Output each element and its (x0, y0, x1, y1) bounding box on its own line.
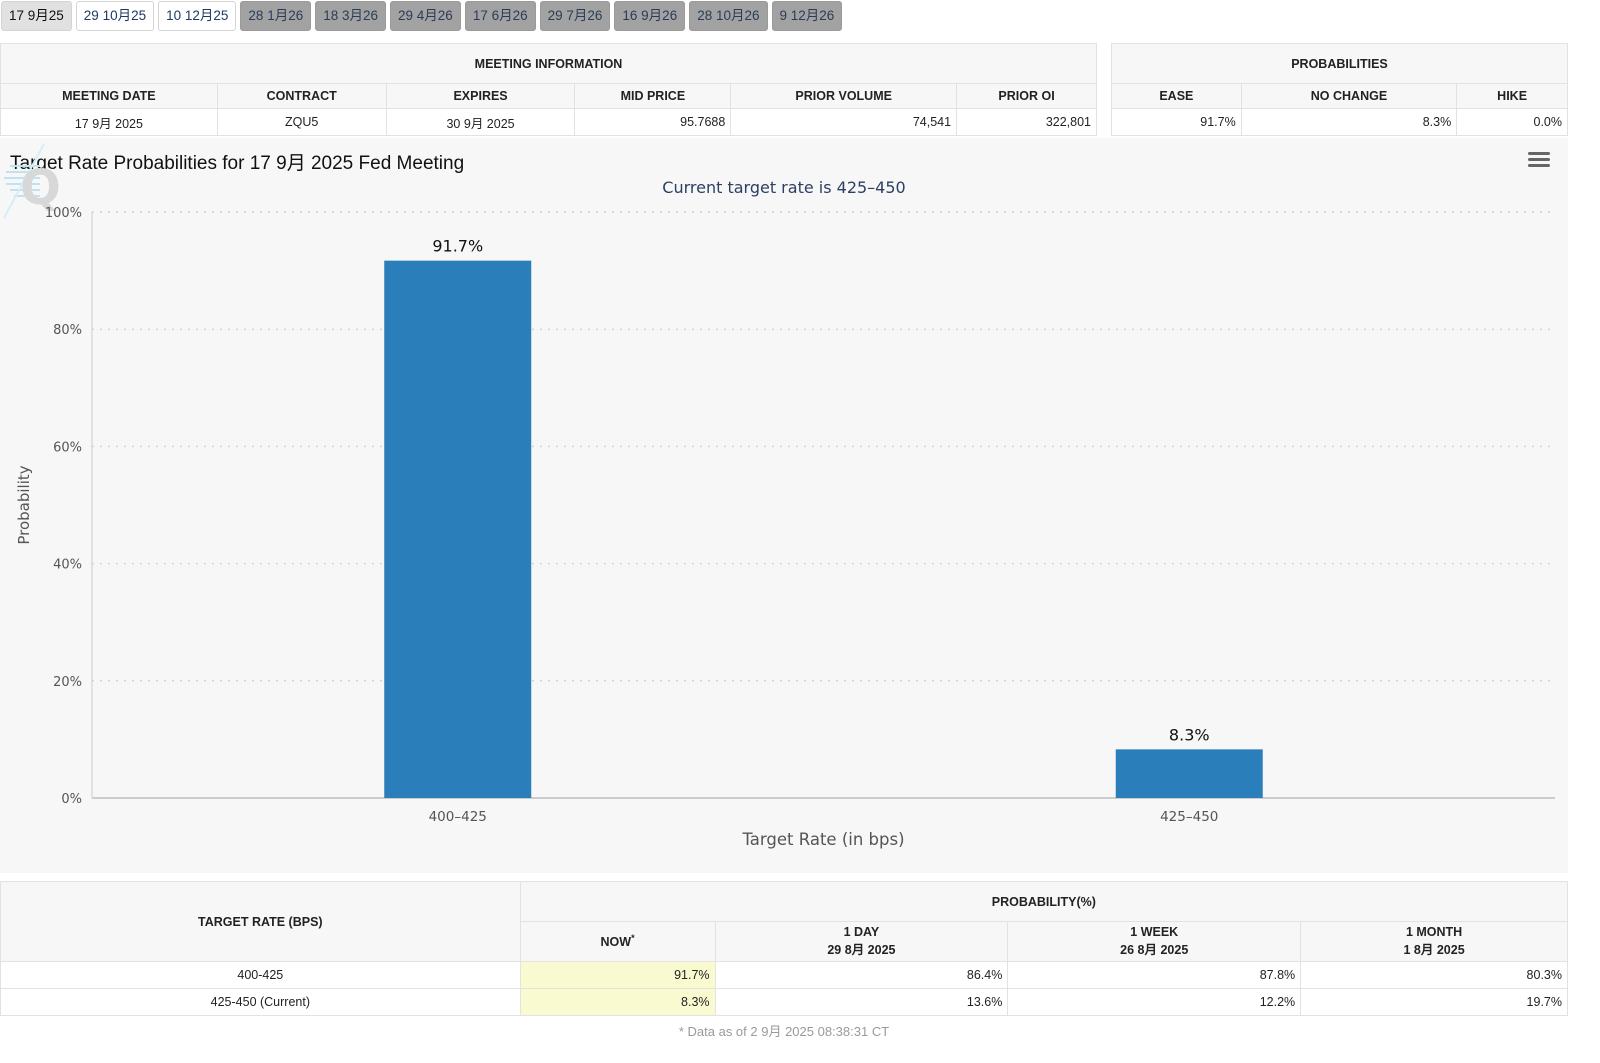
probabilities-heading: PROBABILITIES (1111, 43, 1568, 84)
chart-plot: 0% 20% 40% 60% 80% 100% 91.7% 400–425 8.3% 425–45… (15, 206, 1555, 849)
target-rate-header: TARGET RATE (BPS) (0, 881, 521, 962)
chart-menu-icon[interactable] (1528, 152, 1550, 170)
bar[interactable] (1115, 749, 1263, 798)
prior-oi-value: 322,801 (956, 108, 1097, 136)
x-tick-label: 400–425 (429, 809, 487, 825)
expires-value: 30 9月 2025 (385, 108, 576, 136)
contract-value: ZQU5 (216, 108, 387, 136)
prob-col-0: NOW* (519, 921, 716, 962)
mid-price-value: 95.7688 (574, 108, 732, 136)
meeting-date-value: 17 9月 2025 (0, 108, 218, 136)
tab-meeting-10[interactable]: 9 12月26 (771, 1, 843, 31)
tab-meeting-5[interactable]: 29 4月26 (390, 1, 461, 31)
tab-meeting-8[interactable]: 16 9月26 (614, 1, 686, 31)
x-axis-title: Target Rate (in bps) (741, 830, 904, 849)
bar-data-label: 8.3% (1169, 725, 1210, 744)
prob-col-title: 1 WEEK (1130, 925, 1179, 939)
col-contract: CONTRACT (216, 83, 387, 109)
prob-col-date: 26 8月 2025 (1120, 943, 1189, 957)
prob-col-3: 1 MONTH 1 8月 2025 (1300, 921, 1568, 962)
target-rate-chart: Target Rate Probabilities for 17 9月 2025… (0, 138, 1568, 873)
chart-title: Target Rate Probabilities for 17 9月 2025… (10, 153, 465, 174)
y-tick-label: 0% (61, 792, 82, 807)
col-mid-price: MID PRICE (574, 83, 732, 109)
probability-header: PROBABILITY(%) (519, 881, 1569, 922)
probability-cell: 12.2% (1007, 988, 1302, 1016)
prob-col-label: 1 DAY (716, 925, 1008, 939)
bar-data-label: 91.7% (432, 237, 483, 256)
prob-col-label: 1 WEEK (1008, 925, 1300, 939)
probability-cell: 87.8% (1007, 961, 1302, 989)
prob-col-title: NOW (600, 935, 632, 950)
y-tick-label: 80% (53, 323, 82, 338)
col-hike: HIKE (1456, 83, 1568, 109)
target-rate-cell: 400-425 (0, 961, 521, 989)
tab-meeting-0[interactable]: 17 9月25 (1, 1, 72, 31)
table-row: 400-425 91.7% 86.4% 87.8% 80.3% (0, 961, 1568, 989)
x-tick-label: 425–450 (1160, 809, 1218, 825)
probability-cell: 8.3% (519, 988, 716, 1016)
hike-value: 0.0% (1456, 108, 1568, 136)
col-expires: EXPIRES (385, 83, 576, 109)
meeting-information-heading: MEETING INFORMATION (0, 43, 1097, 84)
prob-col-1: 1 DAY 29 8月 2025 (714, 921, 1009, 962)
chart-subtitle: Current target rate is 425–450 (662, 178, 906, 197)
tab-meeting-6[interactable]: 17 6月26 (464, 1, 536, 31)
col-meeting-date: MEETING DATE (0, 83, 218, 109)
target-rate-cell: 425-450 (Current) (0, 988, 521, 1016)
y-tick-label: 100% (45, 206, 82, 221)
y-tick-label: 40% (53, 558, 82, 573)
y-axis-title: Probability (15, 465, 33, 544)
probability-cell: 91.7% (519, 961, 716, 989)
data-timestamp-footnote: * Data as of 2 9月 2025 08:38:31 CT (678, 1024, 890, 1039)
no-change-value: 8.3% (1240, 108, 1458, 136)
table-row: 425-450 (Current) 8.3% 13.6% 12.2% 19.7% (0, 988, 1568, 1016)
probability-cell: 13.6% (714, 988, 1009, 1016)
prob-col-label: 1 MONTH (1301, 925, 1567, 939)
tab-meeting-4[interactable]: 18 3月26 (315, 1, 387, 31)
y-tick-label: 60% (53, 440, 82, 455)
ease-value: 91.7% (1111, 108, 1242, 136)
prob-col-label: NOW* (521, 933, 715, 949)
tab-meeting-7[interactable]: 29 7月26 (539, 1, 611, 31)
tab-meeting-2[interactable]: 10 12月25 (158, 1, 237, 31)
prob-col-title: 1 DAY (843, 925, 880, 939)
prob-col-title: 1 MONTH (1405, 925, 1463, 939)
tab-meeting-3[interactable]: 28 1月26 (240, 1, 312, 31)
bar[interactable] (384, 260, 532, 798)
col-ease: EASE (1111, 83, 1242, 109)
probabilities-table: PROBABILITIES EASE NO CHANGE HIKE 91.7% … (1111, 43, 1568, 136)
tab-meeting-9[interactable]: 28 10月26 (689, 1, 768, 31)
col-no-change: NO CHANGE (1240, 83, 1458, 109)
prior-volume-value: 74,541 (730, 108, 958, 136)
quikstrike-logo-icon: Q (3, 143, 61, 219)
probability-cell: 80.3% (1300, 961, 1568, 989)
y-tick-label: 20% (53, 675, 82, 690)
probability-history-table: TARGET RATE (BPS) PROBABILITY(%) NOW* 1 D… (0, 881, 1569, 1016)
col-prior-oi: PRIOR OI (956, 83, 1097, 109)
tab-meeting-1[interactable]: 29 10月25 (75, 1, 155, 31)
prob-col-2: 1 WEEK 26 8月 2025 (1007, 921, 1302, 962)
col-prior-volume: PRIOR VOLUME (730, 83, 958, 109)
asterisk-marker: * (631, 933, 635, 944)
meeting-information-table: MEETING INFORMATION MEETING DATE CONTRAC… (0, 43, 1097, 136)
probability-cell: 86.4% (714, 961, 1009, 989)
svg-text:Q: Q (20, 160, 61, 216)
prob-col-date: 1 8月 2025 (1403, 943, 1465, 957)
prob-col-date: 29 8月 2025 (827, 943, 896, 957)
probability-cell: 19.7% (1300, 988, 1568, 1016)
meeting-tabs: 17 9月25 29 10月25 10 12月25 28 1月26 18 3月26 29 … (1, 1, 843, 31)
